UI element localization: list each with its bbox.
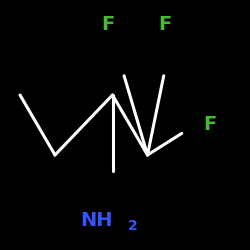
Text: NH: NH [80,210,112,230]
Text: F: F [158,16,172,34]
Text: F: F [101,16,114,34]
Text: F: F [204,116,216,134]
Text: 2: 2 [128,219,137,233]
